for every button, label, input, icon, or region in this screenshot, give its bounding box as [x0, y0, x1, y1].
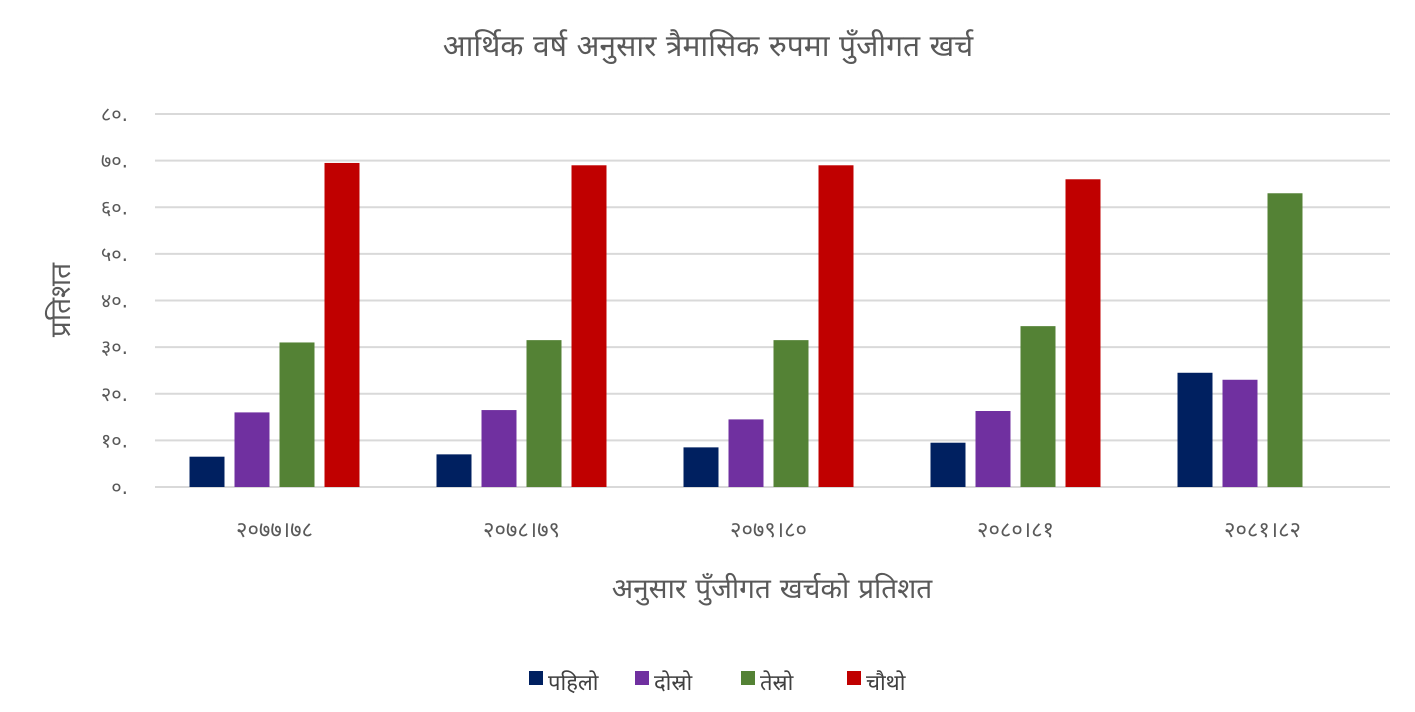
bars — [189, 162, 1303, 488]
x-tick-label: २०७९।८० — [730, 518, 807, 543]
bar-1-4 — [930, 442, 966, 487]
bar-3-5 — [1267, 193, 1303, 487]
legend-swatch — [529, 671, 543, 685]
bar-1-3 — [683, 447, 719, 487]
bar-3-2 — [526, 340, 562, 487]
x-tick-label: २०८०।८१ — [977, 518, 1054, 543]
x-axis-ticks: २०७७।७८ २०७८।७९ २०७९।८० २०८०।८१ २०८१।८२ — [236, 518, 1301, 543]
y-tick-label: २०. — [101, 382, 128, 406]
x-tick-label: २०८१।८२ — [1224, 518, 1301, 543]
bar-4-3 — [818, 165, 854, 487]
x-axis-title: अनुसार पुँजीगत खर्चको प्रतिशत — [612, 572, 934, 606]
bar-4-2 — [571, 165, 607, 487]
legend-swatch — [847, 671, 861, 685]
chart-title: आर्थिक वर्ष अनुसार त्रैमासिक रुपमा पुँजी… — [443, 29, 974, 65]
legend-swatch — [741, 671, 755, 685]
bar-2-4 — [975, 411, 1011, 487]
x-tick-label: २०७७।७८ — [236, 518, 313, 543]
bar-4-4 — [1065, 179, 1101, 487]
bar-2-3 — [728, 419, 764, 487]
bar-3-3 — [773, 340, 809, 487]
y-axis-ticks: ०. १०. २०. ३०. ४०. ५०. ६०. ७०. ८०. — [101, 102, 128, 499]
y-tick-label: ८०. — [101, 102, 128, 126]
y-tick-label: ५०. — [101, 242, 128, 266]
bar-4-1 — [324, 162, 360, 488]
legend-label: चौथो — [866, 670, 906, 696]
y-tick-label: ६०. — [101, 195, 128, 219]
bar-2-2 — [481, 410, 517, 487]
legend-label: तेस्रो — [760, 670, 794, 696]
legend: पहिलो दोस्रो तेस्रो चौथो — [529, 670, 906, 696]
bar-2-1 — [234, 412, 270, 487]
y-tick-label: ७०. — [101, 149, 128, 173]
y-tick-label: ०. — [111, 475, 128, 499]
y-tick-label: १०. — [101, 428, 128, 452]
bar-3-4 — [1020, 326, 1056, 487]
legend-label: पहिलो — [548, 670, 599, 696]
y-tick-label: ४०. — [101, 289, 128, 313]
gridlines — [155, 113, 1390, 488]
bar-1-2 — [436, 454, 472, 487]
y-axis-title: प्रतिशत — [44, 262, 77, 337]
bar-3-1 — [279, 342, 315, 487]
y-tick-label: ३०. — [101, 335, 128, 359]
legend-label: दोस्रो — [654, 670, 692, 696]
bar-1-5 — [1177, 372, 1213, 487]
x-tick-label: २०७८।७९ — [483, 518, 560, 543]
legend-swatch — [635, 671, 649, 685]
bar-1-1 — [189, 456, 225, 487]
bar-2-5 — [1222, 379, 1258, 487]
